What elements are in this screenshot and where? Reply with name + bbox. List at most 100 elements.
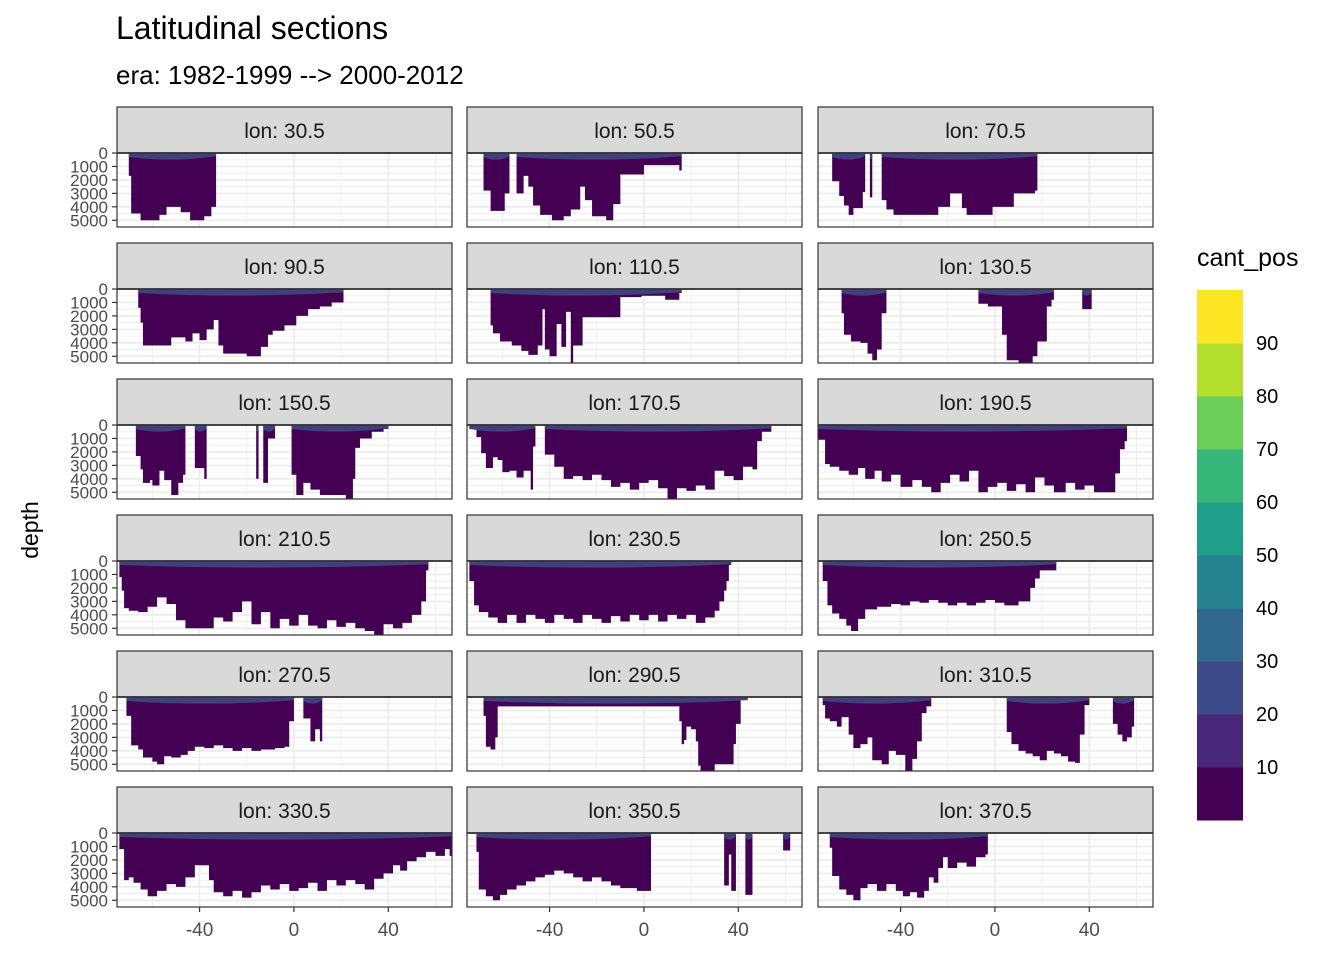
y-tick-label: 2000 [70, 715, 108, 734]
y-tick-label: 2000 [70, 307, 108, 326]
section-area [818, 425, 1128, 493]
facet-strip-label: lon: 130.5 [939, 256, 1031, 279]
facet-strip [466, 106, 803, 154]
section-area [544, 425, 772, 499]
facet-strip [116, 378, 453, 426]
legend-label: 90 [1256, 333, 1278, 355]
y-tick-label: 5000 [70, 483, 108, 502]
facet-strip-label: lon: 330.5 [238, 800, 330, 823]
section-band [841, 289, 887, 296]
facet-strip-label: lon: 70.5 [945, 120, 1026, 143]
legend-label: 40 [1256, 598, 1278, 620]
section-band [1082, 289, 1092, 296]
facet-strip [817, 786, 1154, 834]
y-tick-label: 1000 [70, 701, 108, 720]
section-band [881, 153, 1038, 160]
x-tick-label: 0 [990, 920, 1001, 941]
panel-border [817, 832, 1154, 908]
panel-border [116, 152, 453, 228]
y-tick-label: 4000 [70, 470, 108, 489]
y-tick-label: 4000 [70, 606, 108, 625]
y-tick-label: 0 [99, 144, 108, 163]
facet-strip [817, 514, 1154, 562]
section-band [263, 425, 276, 432]
panel-border [116, 288, 453, 364]
section-area [256, 425, 259, 479]
panel-border [817, 424, 1154, 500]
section-area [138, 289, 344, 357]
x-tick-label: 40 [1079, 920, 1100, 941]
section-area [476, 833, 652, 901]
facet-strip [116, 786, 453, 834]
panel-border [466, 424, 803, 500]
legend-color-step [1197, 343, 1243, 397]
panel-border [116, 560, 453, 636]
section-band [119, 561, 429, 568]
facet-strip-label: lon: 90.5 [244, 256, 325, 279]
section-area [469, 425, 536, 490]
facet-strip-label: lon: 50.5 [594, 120, 675, 143]
x-tick-label: -40 [887, 920, 914, 941]
panel-border [817, 152, 1154, 228]
y-tick-label: 4000 [70, 878, 108, 897]
panel-border [116, 696, 453, 772]
section-band [745, 833, 753, 840]
section-band [469, 425, 536, 432]
section-band [483, 153, 510, 160]
section-area [119, 833, 452, 898]
section-band [829, 833, 988, 840]
facet-strip-label: lon: 270.5 [238, 664, 330, 687]
facet-strip-label: lon: 210.5 [238, 528, 330, 551]
legend-color-step [1197, 502, 1243, 556]
facet-strip [116, 650, 453, 698]
panel-background [467, 697, 802, 771]
section-area [483, 153, 510, 211]
legend-label: 20 [1256, 704, 1278, 726]
y-tick-label: 0 [99, 824, 108, 843]
y-tick-label: 2000 [70, 851, 108, 870]
facet-strip-label: lon: 250.5 [939, 528, 1031, 551]
facet-strip [466, 378, 803, 426]
legend-label: 30 [1256, 651, 1278, 673]
legend-label: 50 [1256, 545, 1278, 567]
section-area [978, 289, 1054, 363]
legend-title: cant_pos [1197, 244, 1298, 272]
y-tick-label: 3000 [70, 184, 108, 203]
y-tick-label: 2000 [70, 171, 108, 190]
section-band [978, 289, 1054, 296]
facet-strip-label: lon: 150.5 [238, 392, 330, 415]
chart-title: Latitudinal sections [116, 10, 389, 46]
legend-color-step [1197, 290, 1243, 344]
section-area [490, 289, 682, 363]
section-area [841, 289, 887, 361]
section-area [194, 425, 207, 479]
legend-label: 60 [1256, 492, 1278, 514]
legend-color-step [1197, 396, 1243, 450]
panel-border [466, 832, 803, 908]
section-area [822, 561, 1057, 631]
y-tick-label: 4000 [70, 334, 108, 353]
facet-strip [817, 242, 1154, 290]
facet-strip-label: lon: 110.5 [589, 256, 680, 279]
section-area [119, 561, 429, 635]
legend-color-step [1197, 608, 1243, 662]
facet-strip [466, 650, 803, 698]
section-area [829, 833, 988, 901]
legend-color-step [1197, 661, 1243, 715]
section-band [469, 561, 732, 568]
y-tick-label: 3000 [70, 320, 108, 339]
facet-strip-label: lon: 190.5 [939, 392, 1031, 415]
section-band [490, 289, 682, 296]
section-band [256, 425, 259, 432]
legend-label: 10 [1256, 757, 1278, 779]
section-area [1112, 697, 1135, 742]
section-area [869, 153, 873, 198]
section-band [291, 425, 389, 432]
x-tick-label: 40 [378, 920, 399, 941]
section-band [194, 425, 207, 432]
panel-border [466, 288, 803, 364]
x-tick-label: -40 [186, 920, 213, 941]
y-tick-label: 0 [99, 280, 108, 299]
panel-border [817, 288, 1154, 364]
section-area [126, 697, 294, 765]
